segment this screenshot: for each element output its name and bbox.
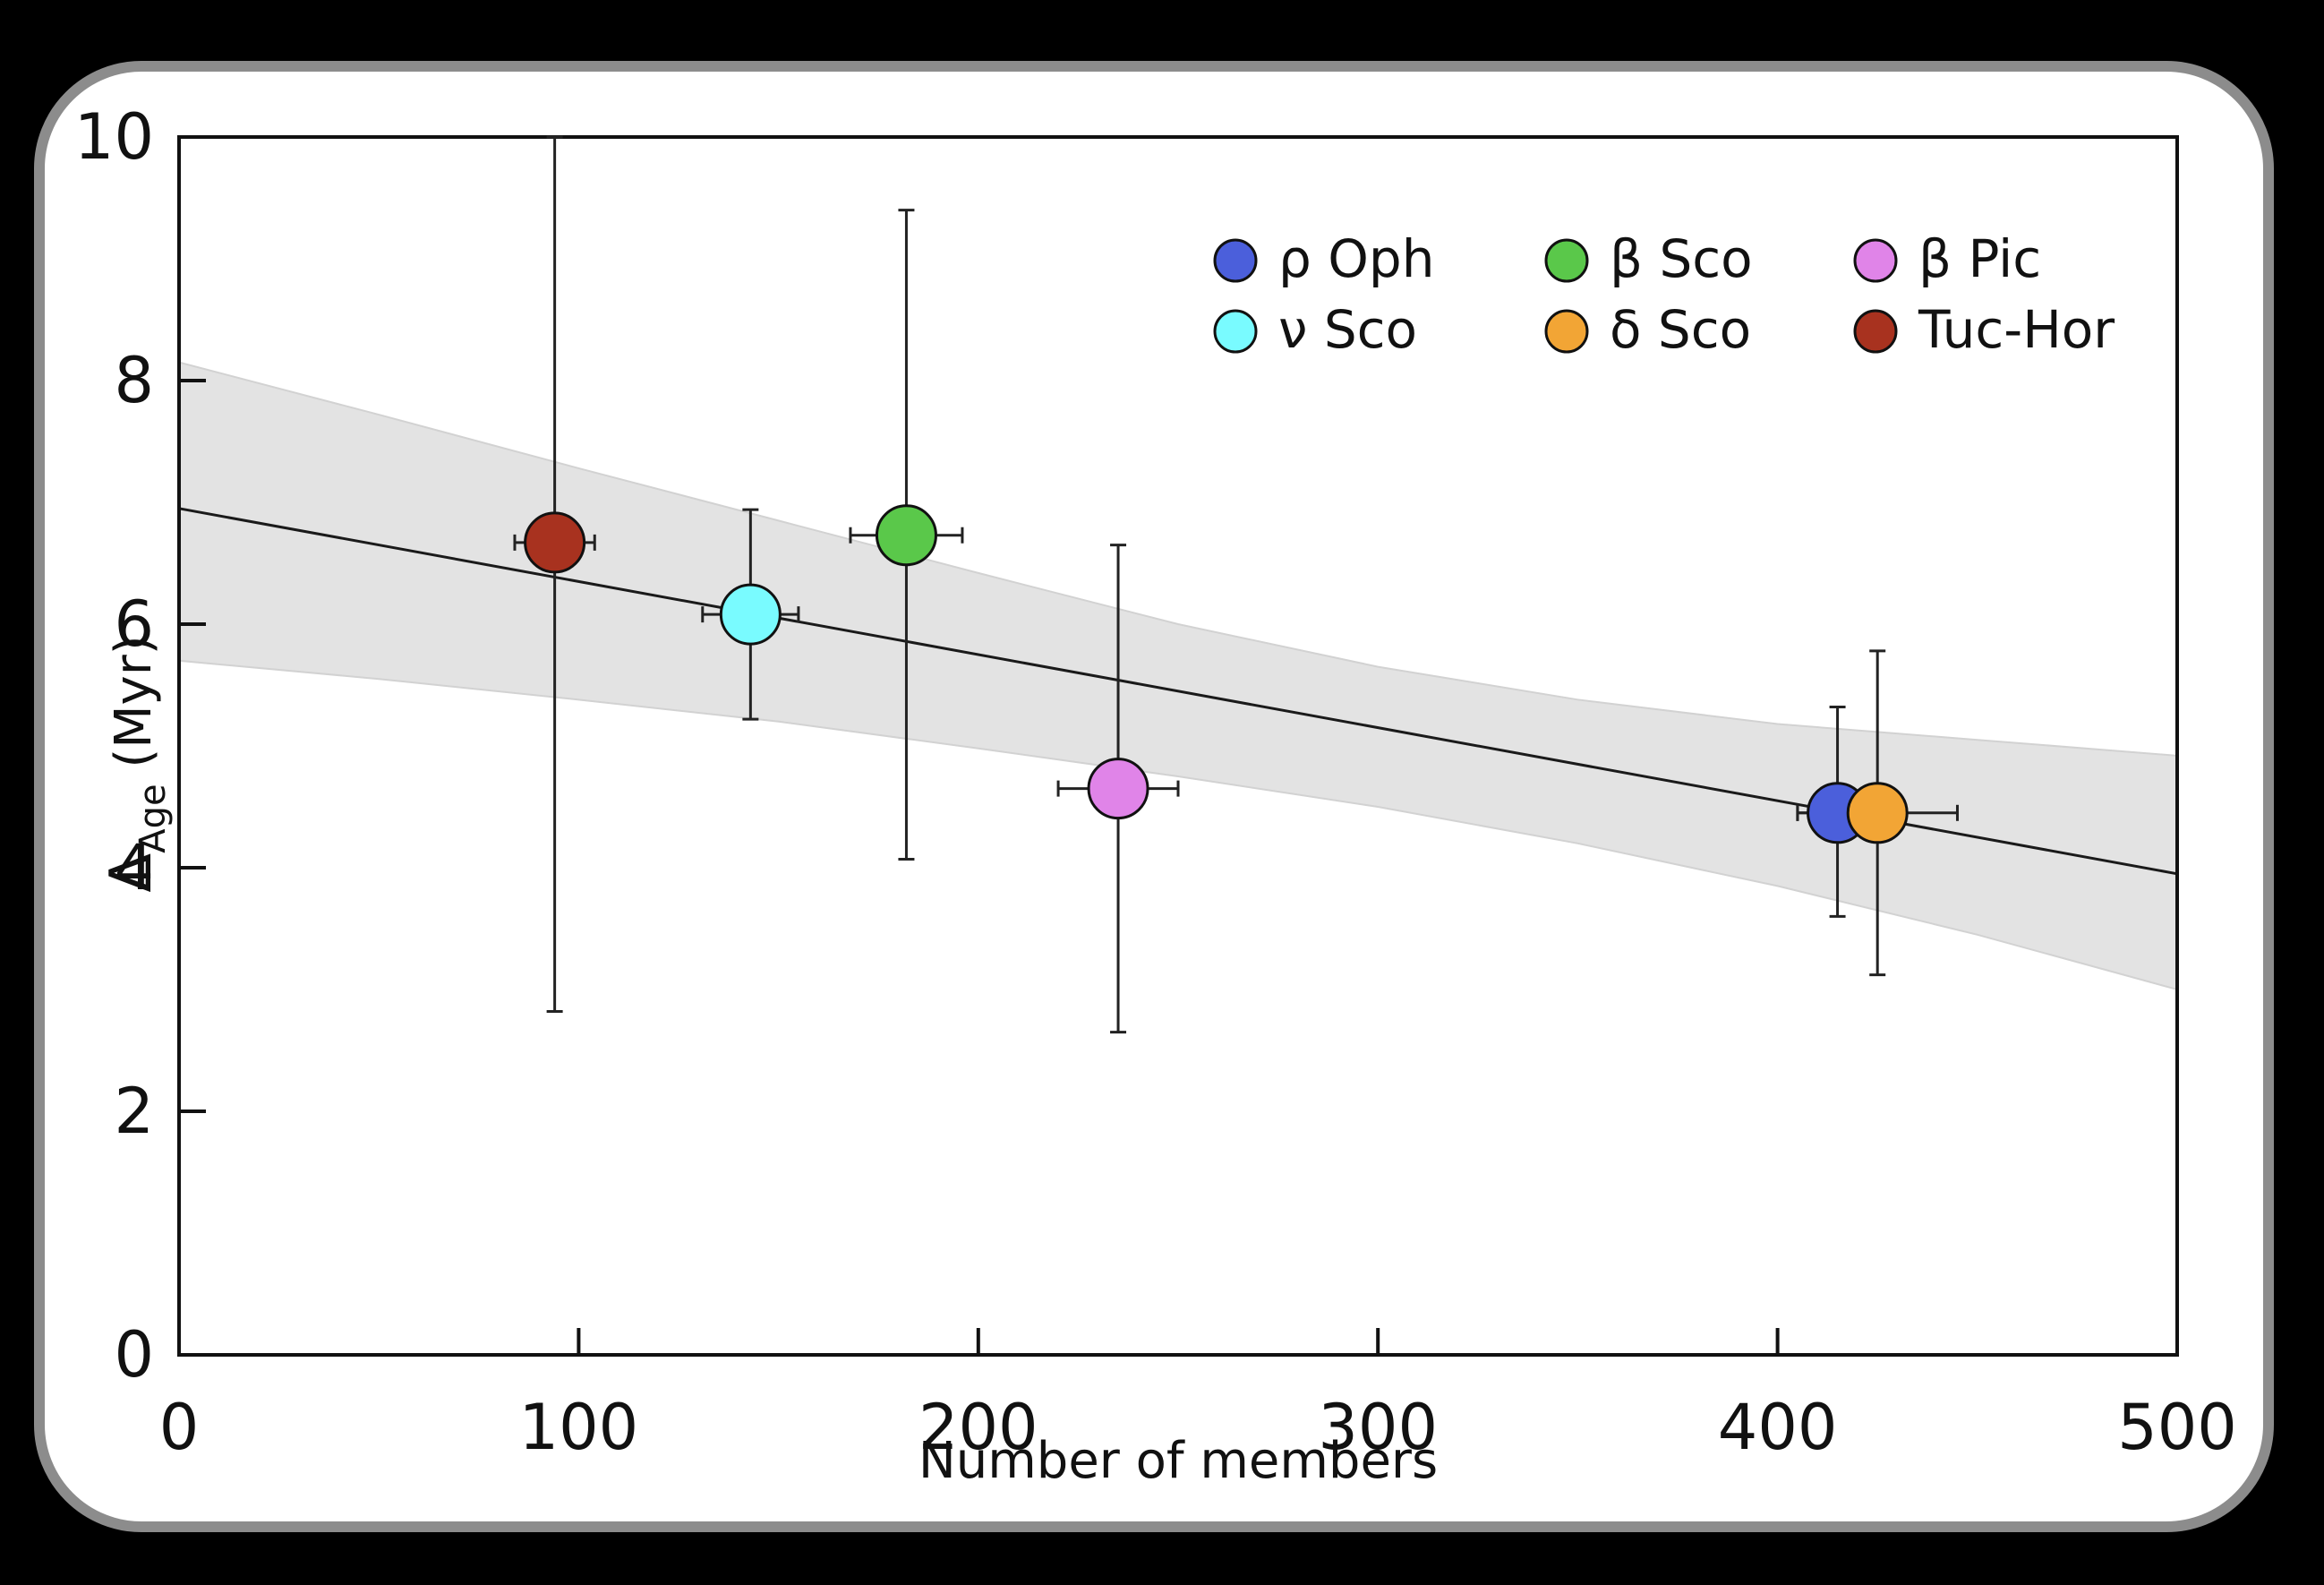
scatter-chart: 0 100 200 300 400 500 0 2 4 6 8 10 ρ Oph ν Sco β Sco δ… (74, 100, 2237, 1490)
legend-item: β Pic (1853, 228, 2041, 289)
legend-label: δ Sco (1610, 299, 1751, 360)
y-tick-label: 0 (114, 1318, 154, 1392)
x-tick-label: 200 (918, 1391, 1038, 1464)
legend-marker (1213, 238, 1258, 283)
legend-marker (1213, 309, 1258, 354)
legend-item: β Sco (1544, 228, 1753, 289)
data-points (524, 504, 1909, 844)
legend-item: Tuc-Hor (1853, 299, 2115, 360)
data-point (1846, 782, 1909, 844)
y-tick-label: 4 (114, 831, 154, 904)
legend-label: ρ Oph (1278, 228, 1434, 289)
data-point (875, 504, 937, 567)
legend-label: β Pic (1918, 228, 2041, 289)
x-axis-title: Number of members (918, 1432, 1438, 1490)
y-tick-label: 8 (114, 344, 154, 417)
x-tick-label: 400 (1718, 1391, 1838, 1464)
x-tick-label: 0 (159, 1391, 200, 1464)
x-tick-label: 500 (2117, 1391, 2237, 1464)
legend-label: ν Sco (1278, 299, 1417, 360)
legend-marker (1544, 238, 1589, 283)
legend-item: ν Sco (1213, 299, 1417, 360)
y-axis-title-unit: (Myr) (105, 635, 163, 784)
y-axis-title: ΔAge (Myr) (98, 635, 174, 892)
axes: 0 100 200 300 400 500 0 2 4 6 8 10 (74, 100, 2237, 1464)
figure-card: 0 100 200 300 400 500 0 2 4 6 8 10 ρ Oph ν Sco β Sco δ… (34, 61, 2274, 1532)
x-tick-label: 100 (519, 1391, 639, 1464)
y-axis-title-symbol: Δ (98, 853, 165, 893)
legend-item: δ Sco (1544, 299, 1751, 360)
legend-marker (1853, 309, 1898, 354)
axis-titles: Number of members ΔAge (Myr) (98, 635, 1438, 1490)
legend-label: Tuc-Hor (1918, 299, 2115, 360)
y-tick-label: 10 (74, 100, 154, 174)
legend-label: β Sco (1610, 228, 1753, 289)
legend-marker (1544, 309, 1589, 354)
plot-frame (177, 135, 2179, 1357)
y-axis-title-subscript: Age (132, 784, 174, 852)
y-tick-label: 2 (114, 1075, 154, 1148)
x-tick-label: 300 (1318, 1391, 1438, 1464)
data-point (1087, 758, 1149, 820)
data-point (524, 511, 586, 574)
y-tick-label: 6 (114, 587, 154, 661)
legend-marker (1853, 238, 1898, 283)
legend: ρ Oph ν Sco β Sco δ Sco β Pic Tuc-Hor (1213, 228, 2115, 360)
legend-item: ρ Oph (1213, 228, 1434, 289)
data-point (719, 583, 782, 646)
